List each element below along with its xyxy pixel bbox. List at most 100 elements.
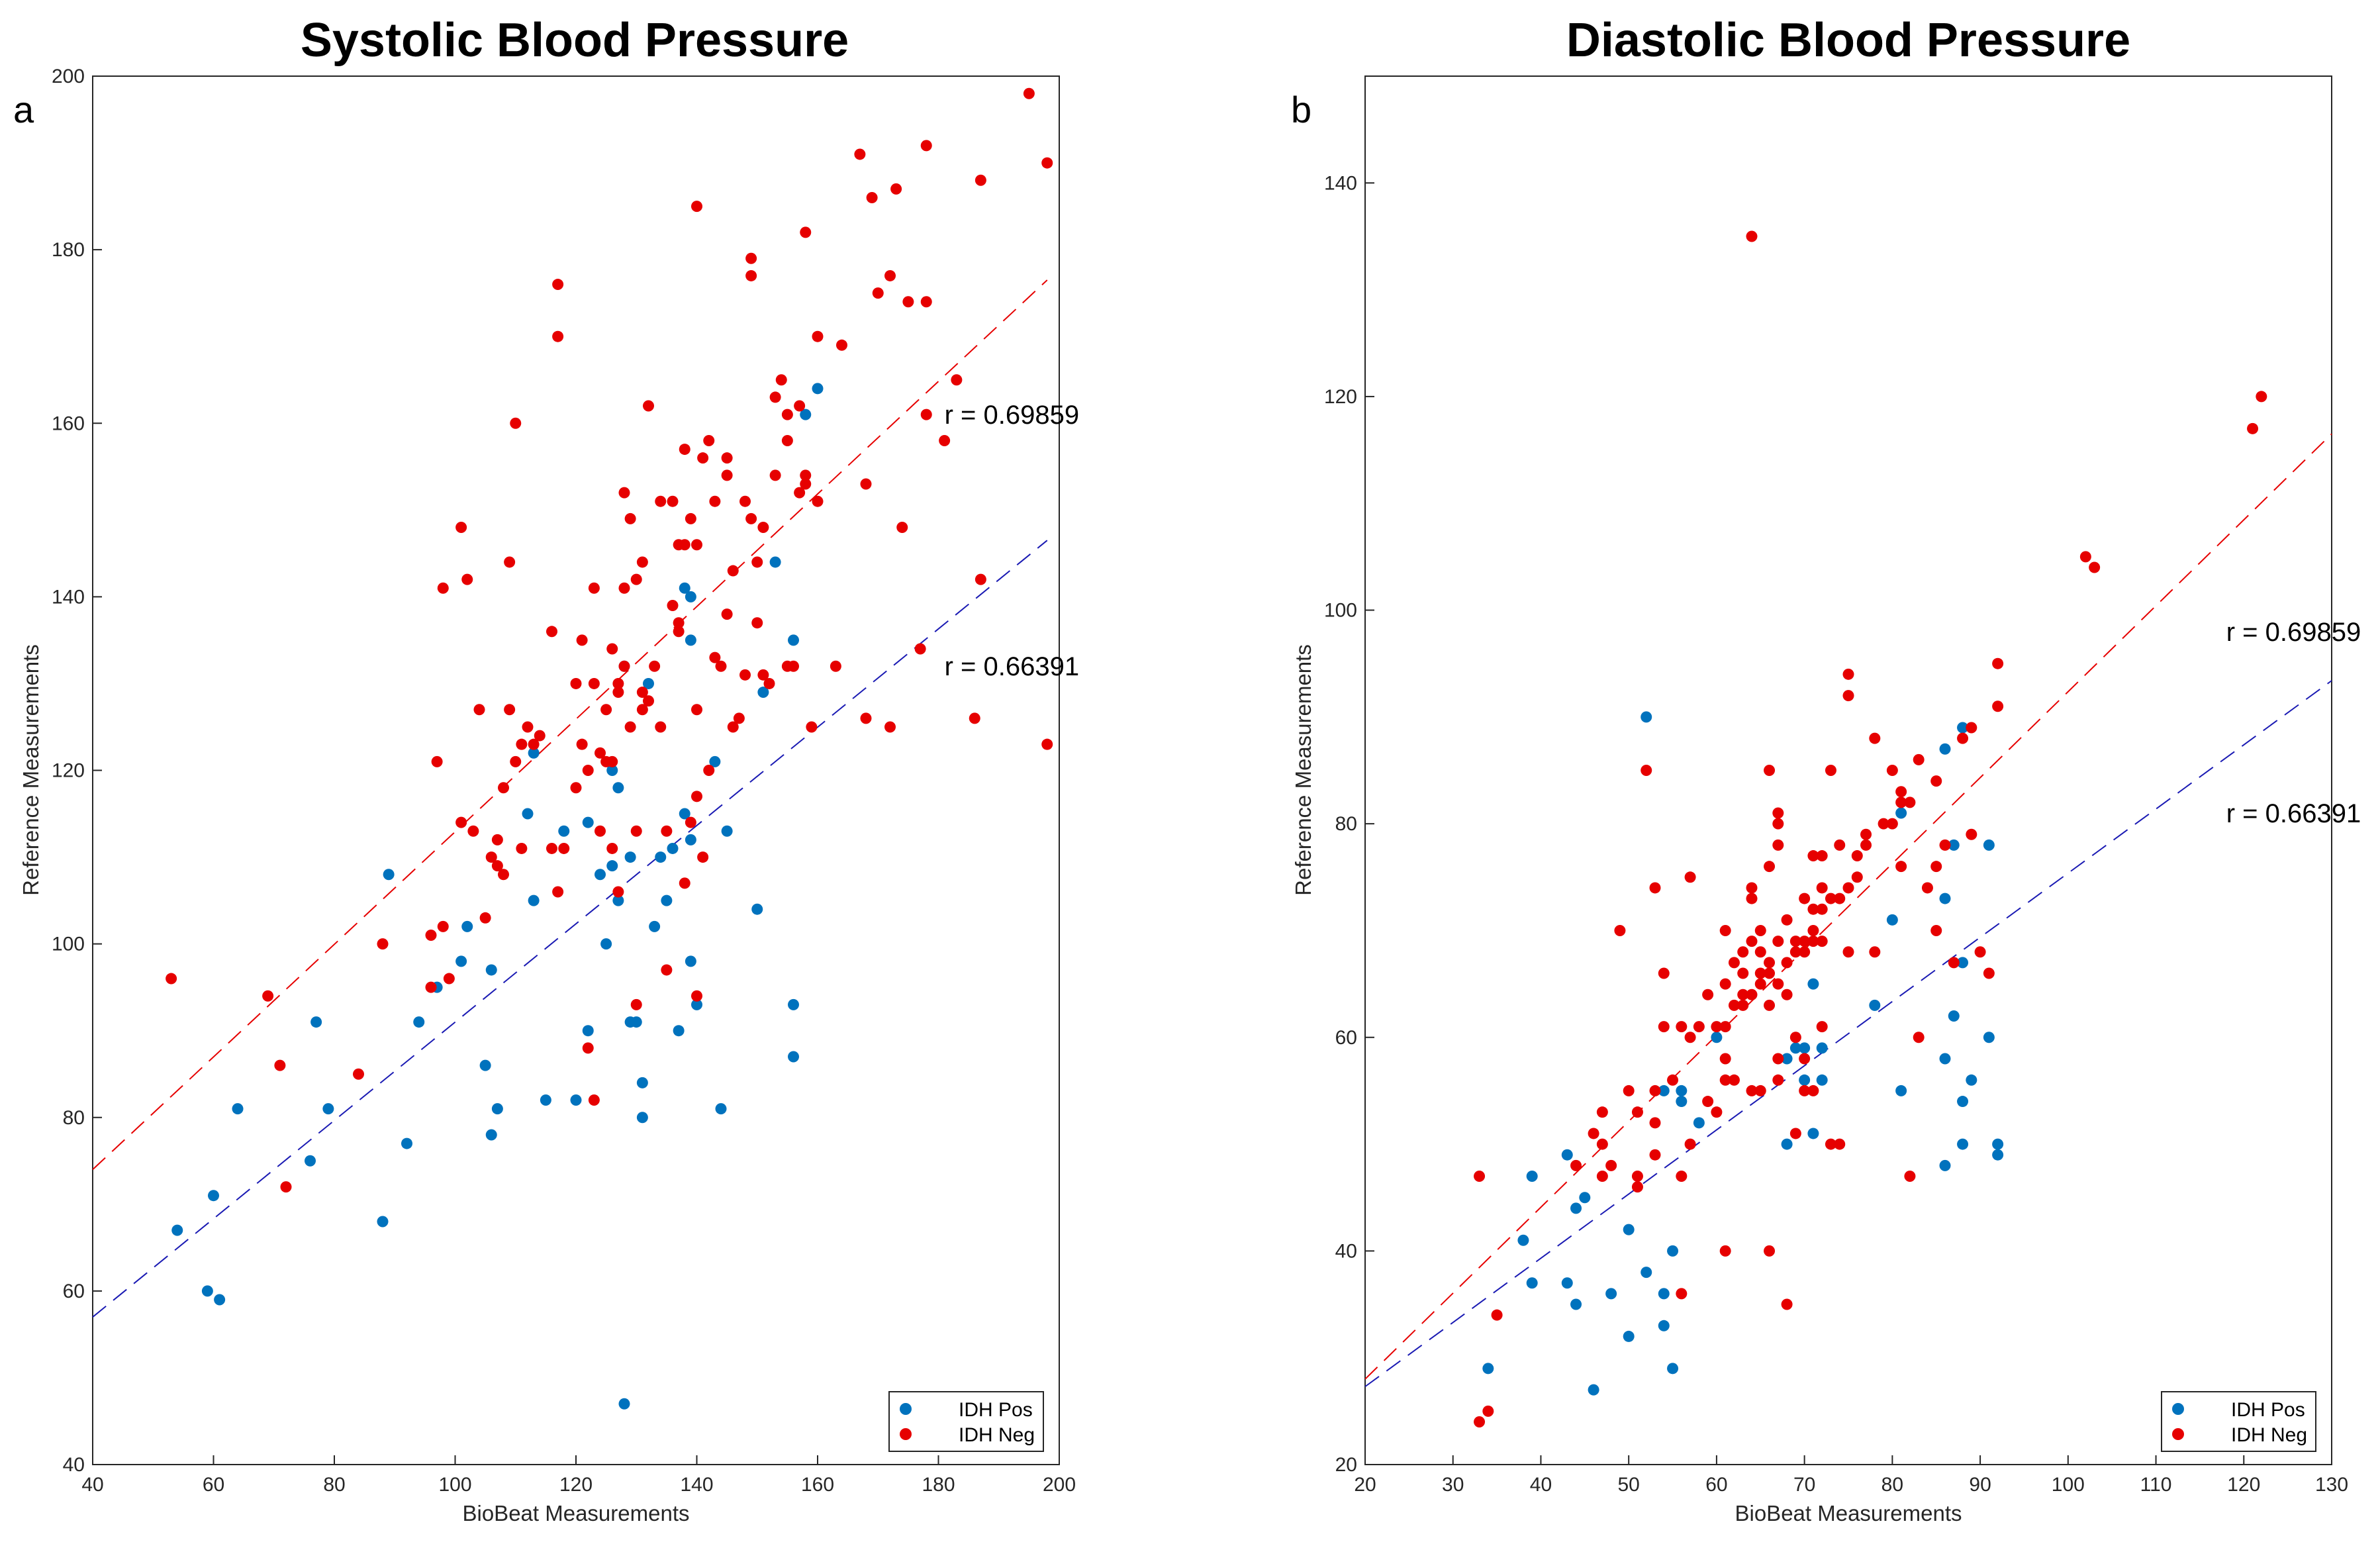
y-tick-label: 100 bbox=[52, 934, 85, 955]
point-idh-pos bbox=[1482, 1363, 1494, 1375]
point-idh-neg bbox=[516, 738, 528, 750]
point-idh-neg bbox=[510, 755, 522, 767]
point-idh-neg bbox=[1930, 861, 1942, 873]
point-idh-pos bbox=[685, 634, 696, 646]
point-idh-neg bbox=[1746, 936, 1758, 947]
point-idh-neg bbox=[1764, 1245, 1776, 1257]
point-idh-neg bbox=[1658, 967, 1670, 979]
point-idh-pos bbox=[600, 938, 612, 950]
point-idh-neg bbox=[806, 721, 818, 733]
point-idh-pos bbox=[1789, 1042, 1801, 1054]
point-idh-neg bbox=[522, 721, 534, 733]
y-tick-label: 20 bbox=[1335, 1454, 1357, 1476]
point-idh-pos bbox=[1667, 1245, 1679, 1257]
legend-label-idh-pos: IDH Pos bbox=[2231, 1399, 2305, 1421]
point-idh-neg bbox=[1772, 1053, 1784, 1065]
point-idh-neg bbox=[673, 617, 685, 629]
y-tick-label: 80 bbox=[63, 1107, 85, 1129]
point-idh-pos bbox=[1526, 1170, 1538, 1182]
point-idh-neg bbox=[1772, 978, 1784, 990]
point-idh-neg bbox=[624, 512, 636, 524]
point-idh-neg bbox=[1842, 882, 1854, 894]
point-idh-neg bbox=[1641, 765, 1652, 776]
point-idh-neg bbox=[679, 539, 690, 551]
point-idh-neg bbox=[643, 400, 654, 412]
point-idh-neg bbox=[630, 998, 642, 1010]
point-idh-neg bbox=[618, 660, 630, 672]
point-idh-neg bbox=[751, 617, 763, 629]
point-idh-neg bbox=[872, 287, 884, 299]
fit-line-idh-neg bbox=[1364, 433, 2332, 1380]
point-idh-neg bbox=[830, 660, 841, 672]
x-tick-label: 20 bbox=[1354, 1474, 1376, 1496]
point-idh-pos bbox=[721, 825, 733, 837]
point-idh-neg bbox=[1904, 1170, 1916, 1182]
legend-marker-idh-neg bbox=[2172, 1428, 2184, 1440]
point-idh-pos bbox=[201, 1285, 213, 1297]
point-idh-neg bbox=[1754, 946, 1766, 958]
point-idh-neg bbox=[745, 512, 757, 524]
point-idh-neg bbox=[546, 842, 557, 854]
point-idh-pos bbox=[461, 920, 473, 932]
point-idh-neg bbox=[739, 495, 751, 507]
x-tick-label: 90 bbox=[1969, 1474, 1991, 1496]
point-idh-neg bbox=[715, 660, 727, 672]
chart-title: Systolic Blood Pressure bbox=[301, 14, 849, 67]
point-idh-neg bbox=[781, 409, 793, 420]
point-idh-neg bbox=[576, 634, 588, 646]
legend-box bbox=[2161, 1391, 2316, 1452]
point-idh-neg bbox=[794, 487, 806, 499]
point-idh-neg bbox=[1702, 1096, 1714, 1108]
panel-letter: a bbox=[13, 89, 34, 130]
point-idh-pos bbox=[1957, 1096, 1969, 1108]
point-idh-neg bbox=[781, 434, 793, 446]
point-idh-neg bbox=[1746, 893, 1758, 904]
point-idh-neg bbox=[1772, 807, 1784, 819]
point-idh-neg bbox=[552, 886, 564, 898]
point-idh-neg bbox=[425, 930, 437, 942]
point-idh-pos bbox=[612, 894, 624, 906]
y-tick-label: 160 bbox=[52, 412, 85, 434]
point-idh-pos bbox=[1895, 1085, 1907, 1096]
point-idh-pos bbox=[1658, 1085, 1670, 1096]
point-idh-neg bbox=[1781, 989, 1793, 1000]
point-idh-neg bbox=[691, 539, 702, 551]
point-idh-neg bbox=[1728, 999, 1740, 1011]
point-idh-neg bbox=[1807, 924, 1819, 936]
point-idh-neg bbox=[1966, 828, 1977, 840]
point-idh-neg bbox=[800, 226, 812, 238]
point-idh-neg bbox=[437, 582, 449, 594]
y-tick-label: 120 bbox=[1324, 386, 1357, 408]
point-idh-pos bbox=[751, 903, 763, 915]
point-idh-neg bbox=[1754, 967, 1766, 979]
point-idh-neg bbox=[794, 400, 806, 412]
point-idh-neg bbox=[1474, 1416, 1486, 1427]
point-idh-neg bbox=[812, 330, 824, 342]
point-idh-pos bbox=[491, 1103, 503, 1115]
point-idh-pos bbox=[322, 1103, 334, 1115]
legend-marker-idh-pos bbox=[900, 1403, 912, 1415]
point-idh-pos bbox=[1807, 978, 1819, 990]
point-idh-neg bbox=[630, 573, 642, 585]
point-idh-pos bbox=[1957, 722, 1969, 734]
point-idh-neg bbox=[788, 660, 799, 672]
point-idh-pos bbox=[1807, 1128, 1819, 1139]
point-idh-neg bbox=[606, 842, 618, 854]
point-idh-pos bbox=[1693, 1117, 1705, 1129]
point-idh-pos bbox=[679, 808, 690, 820]
point-idh-neg bbox=[624, 721, 636, 733]
legend-label-idh-neg: IDH Neg bbox=[2231, 1424, 2307, 1446]
point-idh-neg bbox=[1746, 230, 1758, 242]
point-idh-pos bbox=[612, 782, 624, 794]
point-idh-pos bbox=[679, 582, 690, 594]
point-idh-neg bbox=[1816, 1021, 1828, 1033]
point-idh-neg bbox=[691, 704, 702, 716]
point-idh-neg bbox=[896, 522, 908, 534]
point-idh-pos bbox=[522, 808, 534, 820]
legend-label-idh-neg: IDH Neg bbox=[959, 1424, 1035, 1446]
point-idh-neg bbox=[1754, 924, 1766, 936]
point-idh-pos bbox=[479, 1059, 491, 1071]
point-idh-pos bbox=[1939, 893, 1951, 904]
y-axis-label: Reference Measurements bbox=[1291, 644, 1315, 896]
x-tick-label: 160 bbox=[801, 1474, 834, 1496]
